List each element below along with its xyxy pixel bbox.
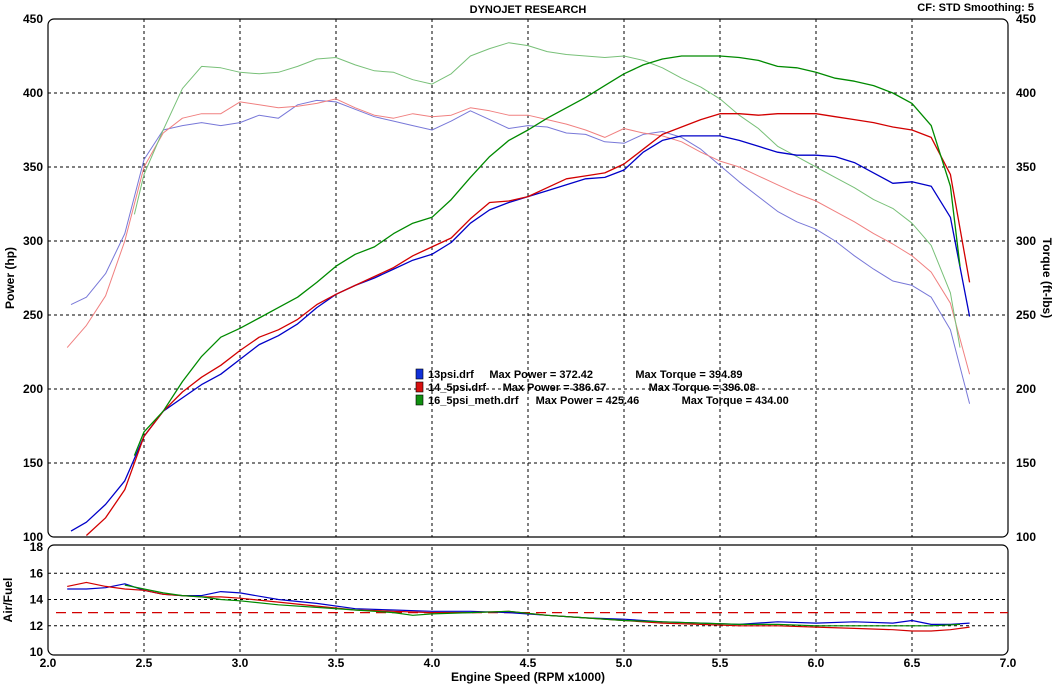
- rpm-tick-label: 5.0: [616, 656, 633, 670]
- torque-line-16-5psi-meth-drf: [133, 42, 961, 348]
- af-tick-label: 12: [30, 619, 44, 633]
- legend-max-torque: Max Torque = 396.08: [649, 382, 756, 394]
- legend-file: 14_5psi.drf: [428, 382, 486, 394]
- power-tick-label: 100: [23, 530, 43, 544]
- torque-line-13psi-drf: [70, 99, 971, 404]
- legend-file: 16_5psi_meth.drf: [428, 395, 519, 407]
- legend-swatch: [415, 394, 424, 406]
- torque-tick-label: 150: [1016, 456, 1036, 470]
- rpm-tick-label: 7.0: [1000, 656, 1017, 670]
- air-fuel-series: [67, 581, 970, 632]
- torque-tick-label: 100: [1016, 530, 1036, 544]
- torque-tick-label: 350: [1016, 160, 1036, 174]
- legend: 13psi.drf Max Power = 372.42 Max Torque = …: [415, 368, 789, 407]
- legend-max-power: Max Power = 372.42: [489, 369, 593, 381]
- legend-max-power: Max Power = 386.67: [503, 382, 607, 394]
- af-tick-label: 16: [30, 566, 44, 580]
- power-axis-label: Power (hp): [3, 247, 17, 309]
- rpm-tick-label: 2.0: [40, 656, 57, 670]
- torque-tick-label: 200: [1016, 382, 1036, 396]
- power-tick-label: 150: [23, 456, 43, 470]
- power-tick-label: 450: [23, 12, 43, 26]
- air-fuel-axis-ticks: 10 12 14 16 18: [30, 540, 44, 659]
- rpm-axis-ticks: 2.0 2.5 3.0 3.5 4.0 4.5 5.0 5.5 6.0 6.5 7.0: [40, 656, 1017, 670]
- header-settings: CF: STD Smoothing: 5: [917, 2, 1034, 14]
- legend-swatch: [415, 381, 424, 393]
- af-tick-label: 14: [30, 593, 44, 607]
- power-torque-series: [66, 42, 971, 536]
- af-tick-label: 10: [30, 645, 44, 659]
- torque-tick-label: 400: [1016, 86, 1036, 100]
- power-tick-label: 350: [23, 160, 43, 174]
- rpm-tick-label: 2.5: [136, 656, 153, 670]
- torque-axis-ticks: 100 150 200 250 300 350 400 450: [1016, 12, 1036, 544]
- power-tick-label: 200: [23, 382, 43, 396]
- power-tick-label: 250: [23, 308, 43, 322]
- rpm-tick-label: 3.5: [328, 656, 345, 670]
- main-grid: [48, 19, 1008, 537]
- rpm-axis-label: Engine Speed (RPM x1000): [451, 670, 605, 684]
- rpm-tick-label: 6.0: [808, 656, 825, 670]
- rpm-tick-label: 4.5: [520, 656, 537, 670]
- af-line-16-5psi-meth-drf: [124, 584, 961, 627]
- legend-max-torque: Max Torque = 394.89: [635, 369, 742, 381]
- rpm-tick-label: 4.0: [424, 656, 441, 670]
- legend-max-power: Max Power = 425.46: [536, 395, 640, 407]
- power-tick-label: 400: [23, 86, 43, 100]
- torque-tick-label: 250: [1016, 308, 1036, 322]
- rpm-tick-label: 5.5: [712, 656, 729, 670]
- power-axis-ticks: 100 150 200 250 300 350 400 450: [23, 12, 43, 544]
- legend-file: 13psi.drf: [428, 369, 474, 381]
- air-fuel-axis-label: Air/Fuel: [1, 578, 15, 623]
- legend-swatch: [415, 368, 424, 380]
- legend-max-torque: Max Torque = 434.00: [682, 395, 789, 407]
- power-line-13psi-drf: [70, 135, 971, 532]
- power-tick-label: 300: [23, 234, 43, 248]
- power-line-16-5psi-meth-drf: [133, 55, 961, 456]
- chart-title: DYNOJET RESEARCH: [470, 4, 587, 16]
- torque-tick-label: 300: [1016, 234, 1036, 248]
- torque-axis-label: Torque (ft-lbs): [1040, 238, 1054, 318]
- torque-tick-label: 450: [1016, 12, 1036, 26]
- rpm-tick-label: 3.0: [232, 656, 249, 670]
- torque-line-14-5psi-drf: [66, 98, 971, 375]
- rpm-tick-label: 6.5: [904, 656, 921, 670]
- af-tick-label: 18: [30, 540, 44, 554]
- power-line-14-5psi-drf: [85, 113, 971, 536]
